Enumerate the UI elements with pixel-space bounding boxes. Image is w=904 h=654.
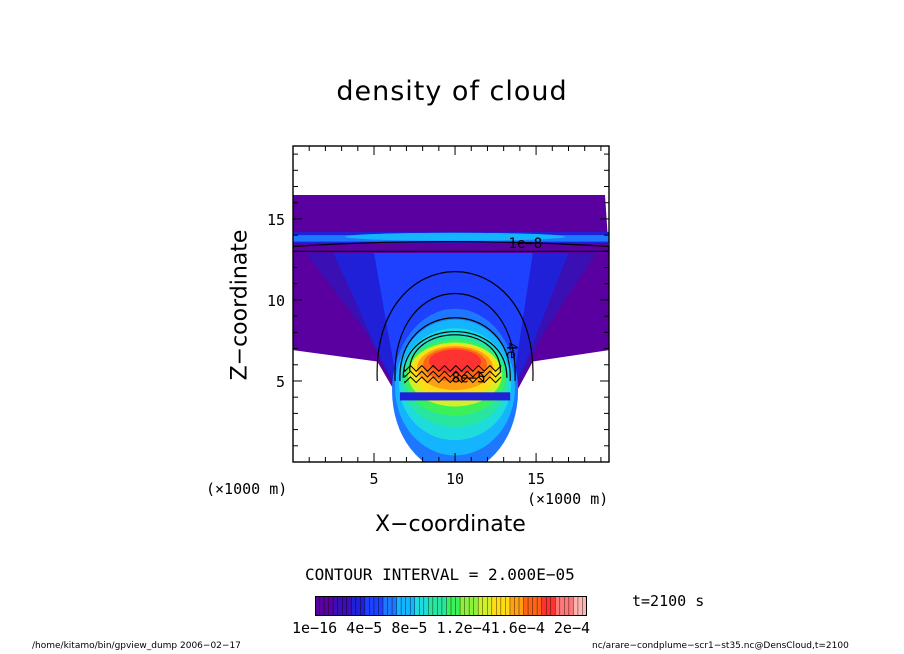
colorbar-cell-50	[541, 597, 547, 615]
colorbar-cell-38	[487, 597, 493, 615]
colorbar-cell-23	[419, 597, 425, 615]
colorbar-cell-32	[460, 597, 466, 615]
x-tick-label-15: 15	[527, 470, 545, 488]
contour-jagged-3	[404, 364, 502, 373]
y-tick-label-5: 5	[276, 373, 285, 391]
colorbar-cell-21	[410, 597, 416, 615]
colorbar-cell-37	[482, 597, 488, 615]
colorbar-cell-8	[351, 597, 357, 615]
colorbar-cell-19	[401, 597, 407, 615]
footer-left: /home/kitamo/bin/gpview_dump 2006−02−17	[32, 641, 241, 651]
colorbar-cell-46	[523, 597, 529, 615]
contour-jagged-1	[404, 376, 502, 384]
colorbar-cell-18	[396, 597, 402, 615]
colorbar-cell-33	[464, 597, 470, 615]
colorbar-cell-20	[405, 597, 411, 615]
colorbar-cell-30	[451, 597, 457, 615]
plot-frame	[292, 145, 610, 463]
upper-layer-fill	[293, 194, 609, 255]
colorbar-cell-39	[491, 597, 497, 615]
colorbar-cell-57	[573, 597, 579, 615]
colorbar-cell-31	[455, 597, 461, 615]
colorbar-cell-7	[346, 597, 352, 615]
x-unit-label-right: (×1000 m)	[527, 490, 609, 508]
contour-line-2	[394, 292, 516, 381]
x-tick-label-5: 5	[370, 470, 379, 488]
contour-label-3: 8e−5	[452, 371, 486, 387]
colorbar-frame	[315, 596, 587, 616]
colorbar-cell-47	[528, 597, 534, 615]
colorbar-cell-24	[423, 597, 429, 615]
colorbar-cell-10	[360, 597, 366, 615]
colorbar-cell-53	[555, 597, 561, 615]
contour-line-1	[376, 270, 534, 381]
colorbar-cell-58	[577, 597, 583, 615]
colorbar-cell-16	[387, 597, 393, 615]
y-tick-label-15: 15	[267, 211, 285, 229]
contour-line-4	[402, 330, 508, 378]
colorbar-cell-44	[514, 597, 520, 615]
colorbar-cell-41	[500, 597, 506, 615]
colorbar-cell-14	[378, 597, 384, 615]
cloud-base	[399, 392, 511, 401]
colorbar-tick-labels: 1e−16 4e−5 8e−5 1.2e−41.6e−4 2e−4	[292, 619, 591, 637]
colorbar-cell-43	[509, 597, 515, 615]
colorbar-cell-29	[446, 597, 452, 615]
colorbar-cell-35	[473, 597, 479, 615]
colorbar-cell-51	[546, 597, 552, 615]
colorbar-cell-1	[319, 597, 325, 615]
contour-line-6	[293, 241, 609, 248]
colorbar-cell-52	[550, 597, 556, 615]
contour-line-5	[409, 334, 502, 372]
colorbar	[315, 596, 587, 616]
colorbar-cell-5	[337, 597, 343, 615]
colorbar-cell-4	[333, 597, 339, 615]
colorbar-cell-11	[364, 597, 370, 615]
colorbar-cell-48	[532, 597, 538, 615]
colorbar-cell-49	[537, 597, 543, 615]
colorbar-cell-3	[328, 597, 334, 615]
x-tick-label-10: 10	[446, 470, 464, 488]
colorbar-cell-28	[441, 597, 447, 615]
colorbar-cell-13	[373, 597, 379, 615]
upper-layer-band-3	[345, 232, 566, 241]
contour-interval-label: CONTOUR INTERVAL = 2.000E−05	[305, 565, 575, 584]
colorbar-cell-0	[315, 597, 321, 615]
contour-label-2: 4e	[503, 342, 519, 359]
field-group: 1e−8 4e 8e−5	[293, 194, 609, 462]
chart-title: density of cloud	[336, 76, 568, 107]
colorbar-cell-45	[519, 597, 525, 615]
contour-line-3	[399, 317, 511, 381]
colorbar-cell-36	[478, 597, 484, 615]
colorbar-cell-17	[392, 597, 398, 615]
colorbar-cell-34	[469, 597, 475, 615]
footer-right: nc/arare−condplume−scr1−st35.nc@DensClou…	[592, 641, 849, 651]
contour-jagged-2	[404, 370, 502, 379]
colorbar-cell-15	[383, 597, 389, 615]
colorbar-cell-40	[496, 597, 502, 615]
y-tick-label-10: 10	[267, 292, 285, 310]
colorbar-cell-59	[582, 597, 587, 615]
x-unit-label-left: (×1000 m)	[206, 480, 288, 498]
x-axis-label: X−coordinate	[375, 512, 526, 537]
y-axis-label: Z−coordinate	[227, 229, 253, 381]
colorbar-cell-12	[369, 597, 375, 615]
colorbar-cell-55	[564, 597, 570, 615]
colorbar-cell-9	[355, 597, 361, 615]
time-label: t=2100 s	[632, 592, 705, 610]
colorbar-cell-26	[432, 597, 438, 615]
colorbar-cell-2	[324, 597, 330, 615]
colorbar-cell-25	[428, 597, 434, 615]
colorbar-cell-27	[437, 597, 443, 615]
colorbar-cell-54	[559, 597, 565, 615]
colorbar-cell-22	[414, 597, 420, 615]
colorbar-cell-6	[342, 597, 348, 615]
colorbar-cell-42	[505, 597, 511, 615]
colorbar-cell-56	[568, 597, 574, 615]
contour-label-1: 1e−8	[509, 236, 543, 252]
